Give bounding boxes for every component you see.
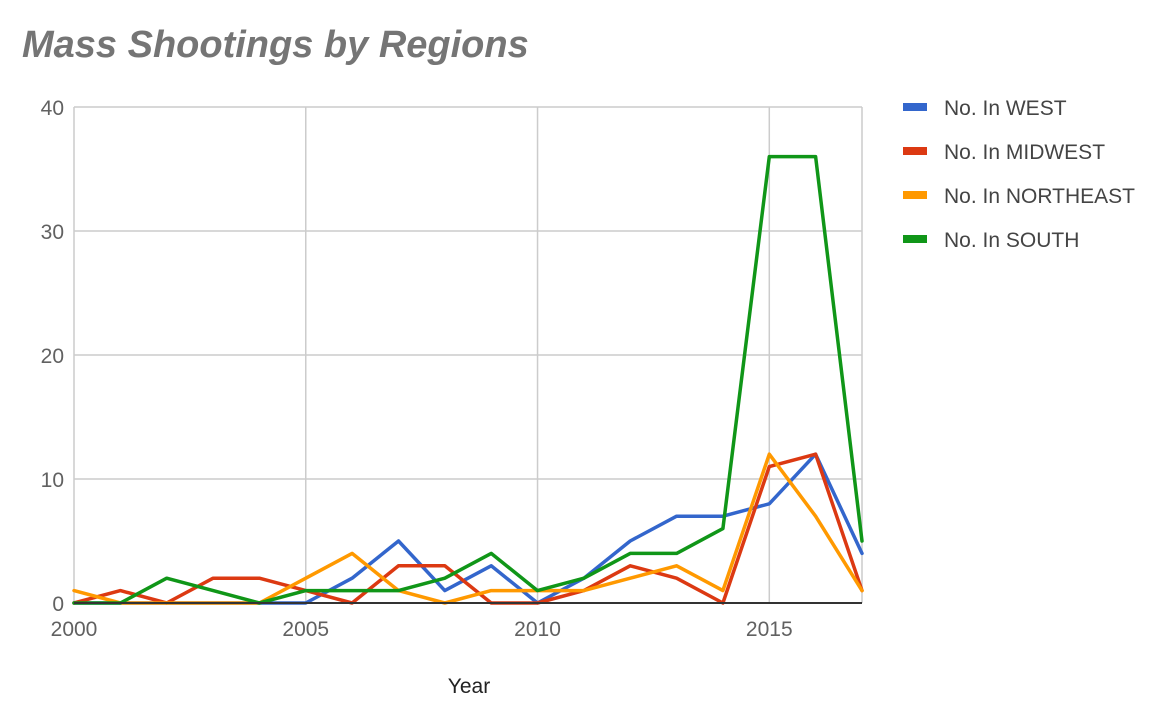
chart-title: Mass Shootings by Regions bbox=[22, 24, 529, 66]
legend-swatch bbox=[903, 235, 927, 243]
grid-lines bbox=[73, 106, 863, 603]
y-tick-label: 30 bbox=[41, 221, 64, 244]
series-line bbox=[72, 452, 864, 605]
legend-entry: No. In SOUTH bbox=[944, 229, 1079, 252]
legend-entry: No. In WEST bbox=[944, 97, 1067, 120]
y-tick-label: 10 bbox=[41, 469, 64, 492]
series-line bbox=[72, 452, 864, 605]
x-tick-label: 2000 bbox=[51, 618, 98, 641]
axes: 0 10 20 30 40 2000 2005 2010 2015 Year bbox=[41, 97, 862, 698]
y-tick-label: 0 bbox=[52, 593, 64, 616]
x-tick-label: 2010 bbox=[514, 618, 561, 641]
x-axis-title: Year bbox=[448, 675, 490, 698]
legend: No. In WEST No. In MIDWEST No. In NORTHEAS… bbox=[903, 97, 1135, 252]
legend-entry: No. In MIDWEST bbox=[944, 141, 1105, 164]
y-tick-label: 40 bbox=[41, 97, 64, 120]
y-tick-label: 20 bbox=[41, 345, 64, 368]
x-tick-label: 2015 bbox=[746, 618, 793, 641]
legend-swatch bbox=[903, 103, 927, 111]
series-line bbox=[72, 154, 864, 605]
legend-entry: No. In NORTHEAST bbox=[944, 185, 1135, 208]
series-lines bbox=[72, 154, 864, 605]
legend-swatch bbox=[903, 191, 927, 199]
x-tick-label: 2005 bbox=[282, 618, 329, 641]
legend-swatch bbox=[903, 147, 927, 155]
